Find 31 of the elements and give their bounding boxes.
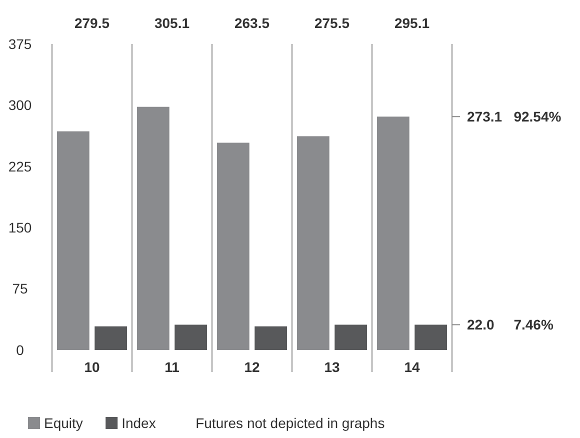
x-tick-label: 12 — [244, 359, 260, 375]
bar — [174, 324, 207, 350]
bar — [377, 116, 410, 350]
bar — [217, 142, 250, 350]
y-tick-label: 300 — [8, 97, 32, 114]
text: Futures not depicted in graphs — [196, 415, 385, 431]
y-tick-label: 75 — [12, 280, 28, 297]
bar — [414, 324, 447, 350]
text: 263.5 — [234, 15, 270, 31]
x-tick-label: 14 — [404, 359, 420, 375]
y-tick-label: 225 — [8, 158, 32, 174]
text: 22.0 7.46% — [467, 316, 554, 333]
bar — [297, 136, 330, 350]
bar — [254, 326, 287, 350]
text: 275.5 — [314, 15, 350, 31]
legend-label: Equity — [44, 415, 83, 431]
bar — [334, 324, 367, 350]
x-tick-label: 13 — [324, 359, 340, 375]
y-tick-label: 375 — [8, 36, 32, 52]
bar — [137, 106, 170, 350]
x-tick-label: 11 — [164, 359, 180, 375]
bar — [57, 131, 90, 350]
text: 279.5 — [74, 15, 110, 31]
text: 273.1 92.54% — [467, 108, 562, 125]
y-tick-label: 0 — [16, 342, 24, 358]
y-tick-label: 150 — [8, 220, 32, 236]
bar — [94, 326, 127, 350]
text: 305.1 — [154, 15, 190, 31]
legend-label: Index — [122, 415, 156, 431]
x-tick-label: 10 — [84, 359, 100, 375]
text: 295.1 — [394, 15, 430, 31]
